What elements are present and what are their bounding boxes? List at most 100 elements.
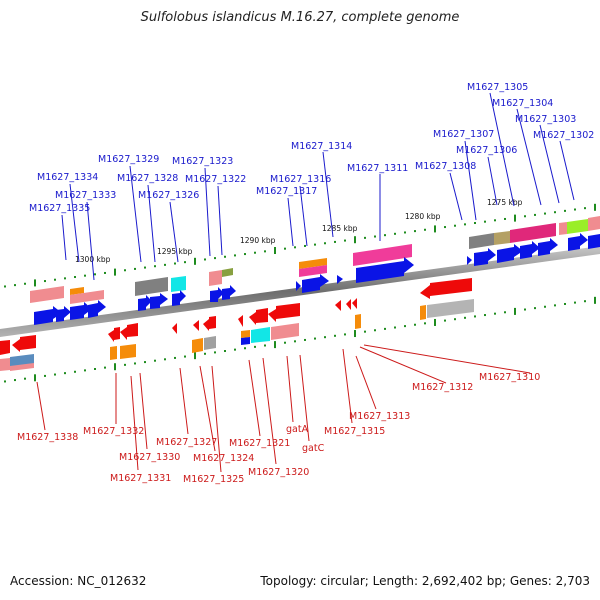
leader-line — [211, 365, 222, 473]
gene-arrow — [520, 241, 540, 259]
scale-tick — [334, 334, 336, 337]
scale-tick — [134, 267, 136, 270]
leader-line — [487, 156, 498, 206]
gene-arrow — [356, 257, 414, 283]
scale-tick — [464, 223, 466, 226]
scale-tick — [364, 236, 366, 239]
scale-tick — [34, 374, 36, 382]
leader-line — [262, 357, 277, 465]
leader-line — [130, 375, 139, 471]
scale-tick — [94, 273, 96, 276]
scale-tick — [134, 362, 136, 365]
scale-tick — [474, 315, 476, 318]
scale-tick — [64, 277, 66, 280]
scale-tick — [324, 242, 326, 245]
scale-tick — [114, 363, 116, 371]
scale-label-1280: 1280 kbp — [405, 212, 441, 221]
gene-label-m1627-1321: M1627_1321 — [229, 438, 290, 449]
gene-label-m1627-1335: M1627_1335 — [29, 203, 90, 214]
scale-tick — [64, 372, 66, 375]
accession-text: Accession: NC_012632 — [10, 574, 147, 588]
top-feature-bars — [30, 216, 600, 304]
scale-tick — [374, 329, 376, 332]
leader-line — [199, 365, 216, 452]
gene-arrow-small — [296, 281, 301, 291]
scale-tick — [414, 323, 416, 326]
cog-bar-orange — [241, 330, 250, 338]
gene-arrow — [210, 287, 224, 302]
cog-bar-grey — [204, 336, 216, 350]
scale-tick — [194, 257, 196, 265]
gene-label-m1627-1331: M1627_1331 — [110, 473, 171, 484]
scale-tick — [144, 266, 146, 269]
gene-label-m1627-1323: M1627_1323 — [172, 156, 233, 167]
scale-tick — [344, 333, 346, 336]
gene-arrow — [538, 238, 558, 256]
scale-tick — [314, 337, 316, 340]
scale-label-1285: 1285 kbp — [322, 224, 358, 233]
scale-tick — [254, 345, 256, 348]
scale-tick — [164, 358, 166, 361]
gene-arrow — [172, 290, 186, 306]
gene-arrow — [56, 306, 71, 322]
gene-label-m1627-1322: M1627_1322 — [185, 174, 246, 185]
scale-tick — [344, 239, 346, 242]
scale-tick — [474, 222, 476, 225]
bottom-strand-genes — [0, 278, 472, 355]
gene-label-m1627-1333: M1627_1333 — [55, 190, 116, 201]
scale-tick — [334, 240, 336, 243]
scale-tick — [54, 373, 56, 376]
scale-tick — [544, 305, 546, 308]
label-leader-lines — [36, 92, 575, 473]
scale-tick — [114, 268, 116, 276]
bottom-strand-labels: M1627_1310 M1627_1312 M1627_1313 M1627_1… — [17, 372, 540, 485]
scale-tick — [284, 341, 286, 344]
gene-label-m1627-1303: M1627_1303 — [515, 114, 576, 125]
gene-arrow-small — [467, 256, 472, 265]
scale-tick — [504, 311, 506, 314]
scale-tick — [404, 231, 406, 234]
cog-bar-salmon — [588, 216, 600, 231]
gene-label-m1627-1306: M1627_1306 — [456, 145, 517, 156]
cog-bar-olive — [494, 231, 510, 245]
gene-arrow-rev — [108, 327, 120, 342]
leader-line — [322, 151, 334, 238]
leader-line — [342, 348, 353, 424]
leader-line — [86, 201, 95, 281]
scale-tick — [564, 302, 566, 305]
gene-label-m1627-1317: M1627_1317 — [256, 186, 317, 197]
scale-tick — [84, 369, 86, 372]
scale-tick — [494, 219, 496, 222]
scale-tick — [544, 212, 546, 215]
gene-arrow-rev — [352, 298, 357, 309]
leader-line — [36, 381, 46, 431]
scale-tick — [434, 225, 436, 233]
gene-arrow — [474, 248, 496, 266]
scale-tick — [464, 316, 466, 319]
scale-tick — [124, 363, 126, 366]
scale-tick — [304, 244, 306, 247]
scale-tick — [374, 235, 376, 238]
cog-bar-orange — [70, 287, 84, 295]
gene-label-m1627-1326: M1627_1326 — [138, 190, 199, 201]
cog-bar-olive — [222, 268, 233, 277]
scale-tick — [534, 307, 536, 310]
leader-line — [355, 355, 377, 410]
scale-tick — [444, 226, 446, 229]
leader-line — [363, 344, 531, 374]
scale-tick — [364, 330, 366, 333]
cog-bar-salmon — [209, 270, 222, 286]
cog-bar-salmon — [271, 323, 299, 340]
cog-bar-blue — [241, 337, 250, 345]
leader-line — [299, 185, 308, 247]
cog-bar-cyan — [171, 276, 186, 292]
scale-tick — [564, 209, 566, 212]
cog-bar-salmon — [70, 290, 104, 304]
leader-line — [179, 367, 189, 435]
scale-tick — [574, 208, 576, 211]
scale-tick — [394, 326, 396, 329]
scale-tick — [314, 243, 316, 246]
gene-arrow-rev — [346, 299, 351, 310]
leader-line — [248, 359, 261, 437]
